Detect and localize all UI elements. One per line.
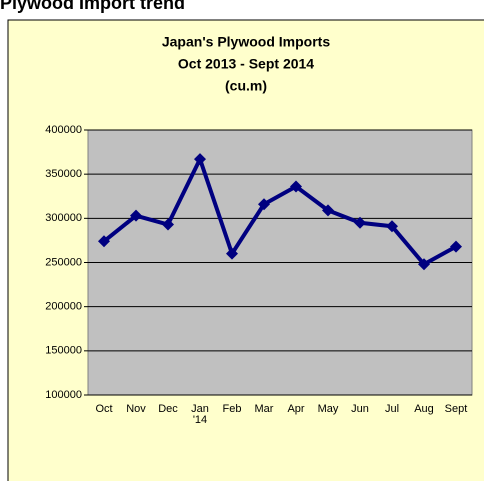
chart-title: (cu.m) — [225, 78, 267, 94]
marker — [290, 180, 302, 193]
marker — [322, 204, 334, 217]
marker — [354, 216, 366, 229]
marker — [162, 218, 174, 231]
x-tick-label: Jul — [384, 403, 400, 415]
x-tick-label: Apr — [287, 403, 305, 415]
header: Plywood Import trend — [0, 0, 185, 13]
x-tick-label: Nov — [126, 403, 146, 415]
marker — [450, 240, 462, 253]
x-tick-label: Jan '14 — [191, 403, 209, 426]
chart-title: Japan's Plywood Imports — [162, 34, 330, 50]
x-tick-label: Mar — [254, 403, 274, 415]
x-tick-label: May — [317, 403, 339, 415]
marker — [194, 153, 206, 166]
x-tick-label: Dec — [158, 403, 178, 415]
line — [102, 157, 457, 267]
marker — [418, 258, 430, 271]
marker — [130, 209, 142, 222]
marker — [386, 220, 398, 233]
x-tick-label: Oct — [95, 403, 113, 415]
marker — [258, 198, 270, 211]
y-tick-label: 100000 — [45, 389, 82, 401]
y-tick-label: 200000 — [45, 301, 82, 313]
marker — [226, 247, 238, 260]
x-tick-label: Feb — [222, 403, 242, 415]
marker — [98, 235, 110, 248]
y-tick-label: 350000 — [45, 168, 82, 180]
x-tick-label: Aug — [414, 403, 434, 415]
y-tick-label: 250000 — [45, 256, 82, 268]
chart-title: Oct 2013 - Sept 2014 — [178, 56, 314, 72]
x-tick-label: Jun — [351, 403, 369, 415]
y-tick-label: 300000 — [45, 212, 82, 224]
x-tick-label: Sept — [444, 403, 468, 415]
y-tick-label: 150000 — [45, 345, 82, 357]
y-tick-label: 400000 — [45, 124, 82, 136]
